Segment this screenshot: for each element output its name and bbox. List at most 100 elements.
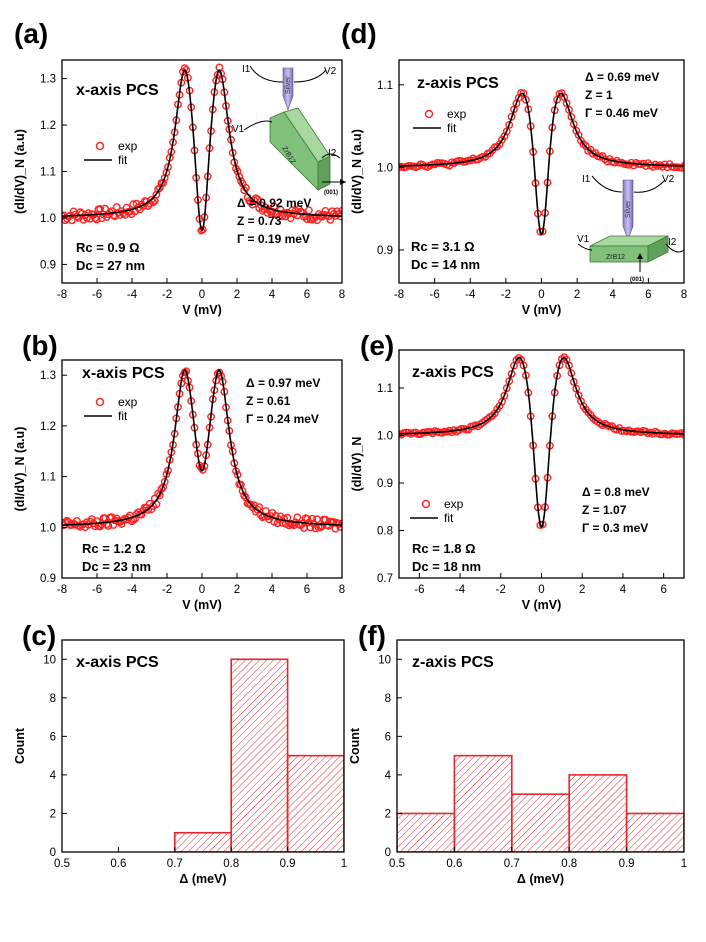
axes-frame [61,639,345,853]
x-tick-label: -6 [430,289,440,301]
exp-point [649,162,657,171]
fit-parameter: Z = 0.61 [246,394,291,408]
x-tick-label: 0.7 [167,858,183,870]
x-tick-label: -2 [501,289,511,301]
exp-point [502,384,511,393]
legend-exp-label: exp [118,395,138,409]
x-tick-label: 6 [304,289,310,301]
exp-point [293,513,302,522]
x-tick-label: 4 [269,584,276,596]
fit-parameter: Γ = 0.19 meV [237,232,310,246]
exp-point [488,411,497,420]
x-tick-label: -2 [162,289,172,301]
exp-point [565,361,573,370]
wire [633,179,666,193]
panel-label: (e) [360,330,394,361]
legend-exp-label: exp [444,497,464,511]
fit-parameter: Γ = 0.3 meV [582,521,648,535]
exp-point [160,477,169,486]
fit-parameter: Z = 1.07 [582,503,627,517]
histogram-bar [174,831,233,852]
histogram-bar [625,812,684,852]
x-tick-label: 1 [681,858,687,870]
y-axis-label: Count [13,727,27,764]
wire [249,65,284,83]
plot-area [399,353,684,529]
wire [243,120,273,131]
y-tick-label: 0.7 [377,573,393,585]
y-tick-label: 1.1 [377,383,393,395]
y-tick-label: 1.1 [40,167,56,179]
exp-point [255,503,264,511]
exp-point [101,204,110,213]
wire [577,243,593,251]
exp-point [96,204,105,213]
legend-exp-marker [421,499,431,509]
fit-parameter: Δ = 0.92 meV [237,196,311,210]
exp-point [308,514,317,523]
exp-point [97,214,106,223]
x-tick-label: -4 [455,584,466,596]
chart-title: x-axis PCS [82,365,165,382]
direction-label: (001) [324,190,338,196]
exp-point [502,127,511,136]
exp-point [663,430,672,439]
chart-title: z-axis PCS [412,654,494,671]
x-tick-label: 0.8 [561,858,577,870]
legend-fit-label: fit [118,409,128,423]
x-tick-label: 1 [341,858,347,870]
y-axis-label: (dI/dV)_N (a.u) [350,129,364,214]
exp-point [336,523,342,531]
y-tick-label: 1.0 [40,213,56,225]
histogram-bar [568,774,628,852]
fit-parameter: Z = 0.73 [237,214,282,228]
plot-area [174,658,344,852]
panel-label: (b) [22,330,58,361]
y-tick-label: 1.1 [40,472,56,484]
fit-line [62,369,342,526]
contact-parameter: Dc = 27 nm [76,258,145,273]
y-tick-label: 1.1 [377,80,393,92]
y-tick-label: 1.2 [40,120,56,132]
silver-tip-icon [282,67,294,111]
crystal-side [317,155,331,191]
x-tick-label: -2 [496,584,506,596]
contact-parameter: Dc = 23 nm [82,559,151,574]
chart-title: x-axis PCS [76,654,159,671]
panel-label: (a) [14,18,48,49]
x-tick-label: -8 [57,584,67,596]
y-tick-label: 6 [385,731,391,743]
x-tick-label: 0.8 [223,858,239,870]
y-tick-label: 0.9 [40,573,56,585]
x-axis-label: Δ (meV) [179,872,226,886]
histogram-bar [453,754,513,852]
y-tick-label: 8 [50,693,56,705]
exp-point [68,216,76,225]
x-tick-label: 0 [538,289,544,301]
contact-parameter: Dc = 18 nm [412,559,481,574]
panel-label: (d) [341,18,377,49]
label-V1: V1 [577,234,590,245]
exp-point [656,430,664,439]
fit-parameter: Δ = 0.69 meV [585,70,659,84]
x-tick-label: 8 [339,289,345,301]
histogram-bar [397,812,456,852]
plot-area [397,754,684,852]
fit-line [399,356,684,529]
legend-exp-marker [95,397,105,407]
y-tick-label: 0.8 [377,526,393,538]
x-tick-label: 0.7 [504,858,520,870]
x-tick-label: -8 [57,289,67,301]
contact-parameter: Rc = 1.8 Ω [412,541,476,556]
crystal-label: ZrB12 [606,254,625,261]
y-tick-label: 0.9 [377,245,393,257]
y-tick-label: 6 [50,731,56,743]
exp-point [132,199,141,208]
contact-parameter: Rc = 3.1 Ω [411,239,475,254]
fit-parameter: Z = 1 [585,88,613,102]
